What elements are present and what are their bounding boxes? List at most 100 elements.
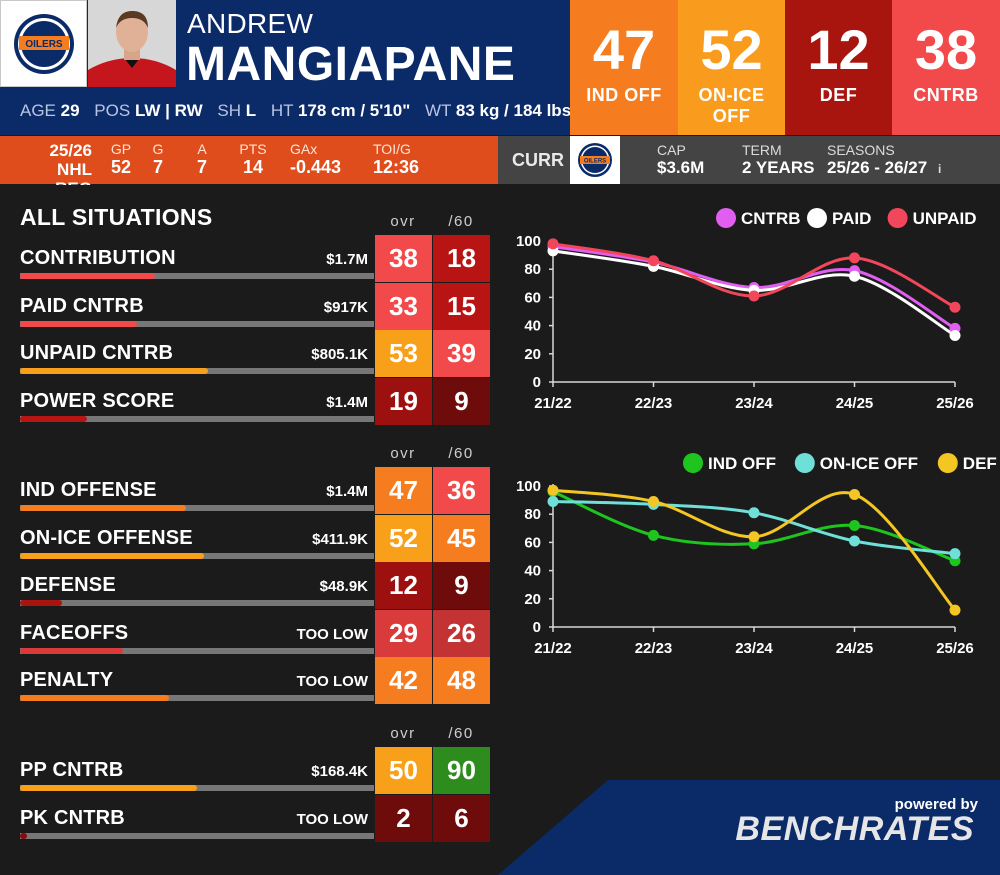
cap-label: CAP (657, 142, 686, 158)
y-tick-label: 40 (524, 318, 541, 335)
y-tick-label: 60 (524, 289, 541, 306)
ovr-header: ovr (390, 725, 416, 742)
metric-row: PAID CNTRB $917K 33 15 (20, 282, 490, 330)
stat-pts: PTS 14 (236, 141, 270, 177)
metric-value: $1.4M (326, 393, 368, 411)
brand-footer: powered by BENCHRATES (498, 780, 1000, 875)
x-tick-label: 21/22 (534, 395, 572, 412)
metric-name: CONTRIBUTION (20, 247, 176, 269)
stat-value: 52 (110, 157, 132, 177)
y-tick-label: 0 (533, 619, 541, 636)
y-tick-label: 100 (516, 233, 541, 250)
x-tick-label: 25/26 (936, 395, 974, 412)
metric-value: TOO LOW (296, 810, 368, 828)
metric-name: IND OFFENSE (20, 479, 157, 501)
metric-row: IND OFFENSE $1.4M 47 36 (20, 467, 490, 514)
stat-a: A 7 (192, 141, 212, 177)
contract-term: TERM 2 YEARS (742, 142, 814, 177)
stat-header: TOI/G (373, 141, 411, 157)
wt-value: 83 kg / 184 lbs (455, 101, 572, 120)
current-label: CURR (512, 150, 564, 170)
legend-marker (807, 208, 827, 228)
cap-value: $3.6M (657, 158, 705, 177)
player-info-row: AGE 29 POS LW | RW SH L HT 178 cm / 5'10… (20, 101, 571, 121)
stat-value: 14 (242, 157, 264, 177)
rating-label: CNTRB (913, 85, 979, 105)
stat-gax: GAx -0.443 (290, 141, 346, 177)
data-point (547, 484, 559, 496)
brand-logo: BENCHRATES (735, 810, 974, 848)
y-tick-label: 60 (524, 534, 541, 551)
stat-value: 12:36 (373, 157, 420, 177)
metric-ovr: 52 (375, 514, 432, 562)
legend-marker (683, 453, 703, 473)
player-photo (88, 0, 176, 87)
metric-fill (20, 832, 28, 839)
stat-value: -0.443 (290, 157, 342, 177)
metric-per60: 9 (433, 562, 490, 609)
y-tick-label: 20 (524, 346, 541, 363)
data-point (648, 529, 659, 541)
metrics-panel: ALL SITUATIONS ovr /60 ovr /60 ovr /60 C… (0, 185, 498, 875)
metric-per60: 15 (433, 282, 490, 330)
metric-fill (20, 552, 205, 559)
metric-value: $1.4M (326, 483, 368, 500)
player-last-name: MANGIAPANE (186, 38, 516, 91)
player-header: OILERS ANDREW MANGIAPANE AGE 29 POS LW |… (0, 0, 571, 135)
metric-row: CONTRIBUTION $1.7M 38 18 (20, 235, 490, 282)
legend-label: UNPAID (913, 209, 977, 228)
metric-fill (20, 320, 137, 327)
metric-ovr: 29 (375, 609, 432, 657)
metric-row: UNPAID CNTRB $805.1K 53 39 (20, 330, 490, 377)
x-tick-label: 24/25 (836, 640, 874, 657)
ovr-header: ovr (390, 445, 416, 462)
metric-value: $168.4K (311, 763, 368, 780)
age-label: AGE (20, 101, 56, 120)
metric-row: PP CNTRB $168.4K 50 90 (20, 747, 490, 794)
ovr-header: ovr (390, 213, 416, 230)
player-silhouette-icon (88, 0, 176, 87)
stat-header: A (197, 141, 207, 157)
contract-cap: CAP $3.6M (657, 142, 704, 177)
metric-track (20, 320, 374, 327)
svg-text:OILERS: OILERS (25, 39, 63, 50)
y-tick-label: 80 (524, 261, 541, 278)
rating-on-ice-off: 52 ON-ICE OFF (678, 0, 785, 135)
oilers-logo-icon: OILERS (578, 143, 612, 177)
legend-marker (794, 453, 815, 473)
metric-track (20, 368, 374, 374)
x-tick-label: 24/25 (836, 395, 874, 412)
metric-name: UNPAID CNTRB (20, 342, 174, 364)
metric-value: $805.1K (311, 346, 368, 363)
ht-label: HT (270, 101, 294, 120)
rating-value: 12 (807, 18, 870, 81)
metric-track (20, 600, 374, 606)
data-point (849, 535, 860, 547)
metric-value: $411.9K (312, 530, 368, 548)
rating-cntrb: 38 CNTRB (892, 0, 1000, 135)
team-logo: OILERS (0, 0, 87, 87)
metric-fill (20, 647, 123, 654)
rating-label: ON-ICE OFF (698, 85, 765, 126)
metric-value: $917K (323, 298, 368, 316)
info-icon[interactable]: i (938, 162, 942, 176)
rating-label: IND OFF (586, 85, 662, 105)
metric-per60: 90 (433, 747, 490, 794)
legend-marker (937, 453, 958, 473)
metric-value: TOO LOW (296, 625, 368, 643)
data-point (748, 507, 760, 519)
metric-per60: 26 (433, 609, 490, 657)
y-tick-label: 40 (524, 563, 541, 580)
metric-per60: 6 (433, 794, 490, 842)
x-tick-label: 23/24 (735, 640, 773, 657)
metric-fill (20, 368, 208, 374)
chart-offense-defense-trend: 0 20 40 60 80 100 21/22 22/23 23/24 24/25 25/26 IND… (516, 453, 997, 657)
x-tick-label: 23/24 (735, 395, 773, 412)
rating-def: 12 DEF (785, 0, 892, 135)
metric-per60: 45 (433, 514, 490, 562)
metric-track (20, 273, 374, 279)
metric-fill (20, 695, 169, 701)
per60-header: /60 (448, 725, 474, 742)
svg-text:OILERS: OILERS (584, 159, 606, 165)
powered-by-label: powered by (894, 796, 978, 813)
